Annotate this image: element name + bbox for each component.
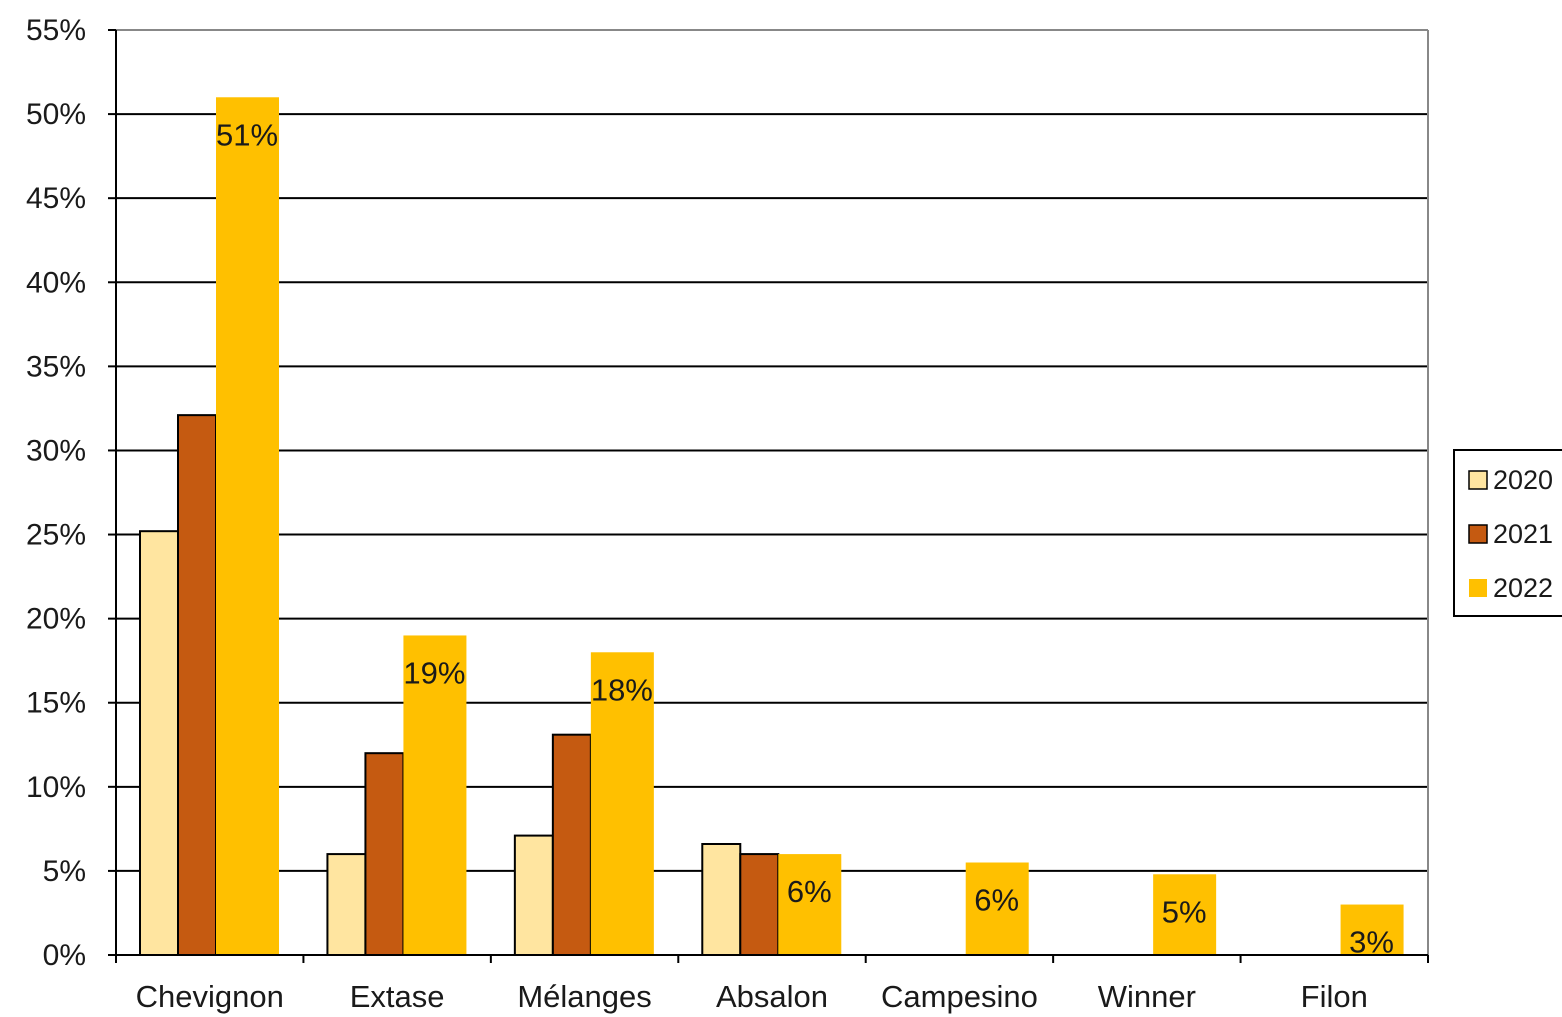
bar-2022-chevignon: [216, 97, 279, 956]
legend-label-2021: 2021: [1493, 519, 1553, 549]
x-category-label: Mélanges: [517, 979, 651, 1014]
y-tick-label: 25%: [26, 519, 86, 552]
y-tick-label: 55%: [26, 14, 86, 47]
y-tick-label: 40%: [26, 266, 86, 299]
bar-2020-extase: [326, 853, 367, 956]
x-category-label: Chevignon: [136, 979, 284, 1014]
y-tick-label: 0%: [43, 939, 86, 972]
bar-2021-absalon: [739, 853, 780, 956]
bar-2021-mélanges: [551, 733, 592, 956]
data-label-2022: 6%: [787, 874, 832, 909]
bar-2022-absalon: [778, 854, 842, 955]
y-tick-label: 45%: [26, 182, 86, 215]
bar-2022-winner: [1153, 874, 1217, 955]
x-category-label: Absalon: [716, 979, 828, 1014]
data-label-2022: 18%: [591, 672, 653, 707]
bar-2020-absalon: [701, 843, 742, 956]
y-tick-label: 20%: [26, 603, 86, 636]
data-labels: 51% 19% 18% 6% 6% 5% 3%: [216, 117, 1394, 959]
data-label-2022: 5%: [1162, 894, 1207, 929]
y-tick-label: 5%: [43, 855, 86, 888]
bar-2022-mélanges: [590, 652, 654, 955]
y-tick-label: 15%: [26, 687, 86, 720]
data-label-2022: 6%: [974, 883, 1019, 918]
bar-2022-campesino: [965, 862, 1029, 955]
y-tick-label: 30%: [26, 434, 86, 467]
plot-frame: [108, 29, 1429, 963]
bar-2021-chevignon: [177, 414, 217, 956]
y-tick-label: 35%: [26, 350, 86, 383]
x-category-label: Extase: [350, 979, 445, 1014]
bar-2022-filon: [1340, 904, 1404, 955]
legend-swatch-2022: [1469, 579, 1487, 597]
legend-label-2022: 2022: [1493, 573, 1553, 603]
legend: 2020 2021 2022: [1453, 449, 1562, 617]
gridlines: [116, 113, 1428, 872]
bar-2020-chevignon: [139, 530, 179, 956]
x-category-label: Filon: [1301, 979, 1368, 1014]
legend-label-2020: 2020: [1493, 465, 1553, 495]
data-label-2022: 19%: [403, 655, 465, 690]
x-category-label: Winner: [1098, 979, 1196, 1014]
legend-swatch-2021: [1468, 524, 1488, 544]
bars: [139, 97, 1404, 956]
y-tick-label: 10%: [26, 771, 86, 804]
y-axis-ticks: 0% 5% 10% 15% 20% 25% 30% 35% 40% 45% 50% 55%: [26, 14, 86, 972]
bar-2020-mélanges: [513, 834, 554, 956]
bar-2021-extase: [364, 752, 405, 956]
legend-swatch-2020: [1468, 470, 1488, 490]
bar-2022-extase: [403, 635, 467, 955]
y-tick-label: 50%: [26, 98, 86, 131]
x-axis-categories: Chevignon Extase Mélanges Absalon Campesino W…: [136, 979, 1368, 1014]
data-label-2022: 3%: [1349, 925, 1394, 960]
x-category-label: Campesino: [881, 979, 1038, 1014]
data-label-2022: 51%: [216, 117, 278, 152]
